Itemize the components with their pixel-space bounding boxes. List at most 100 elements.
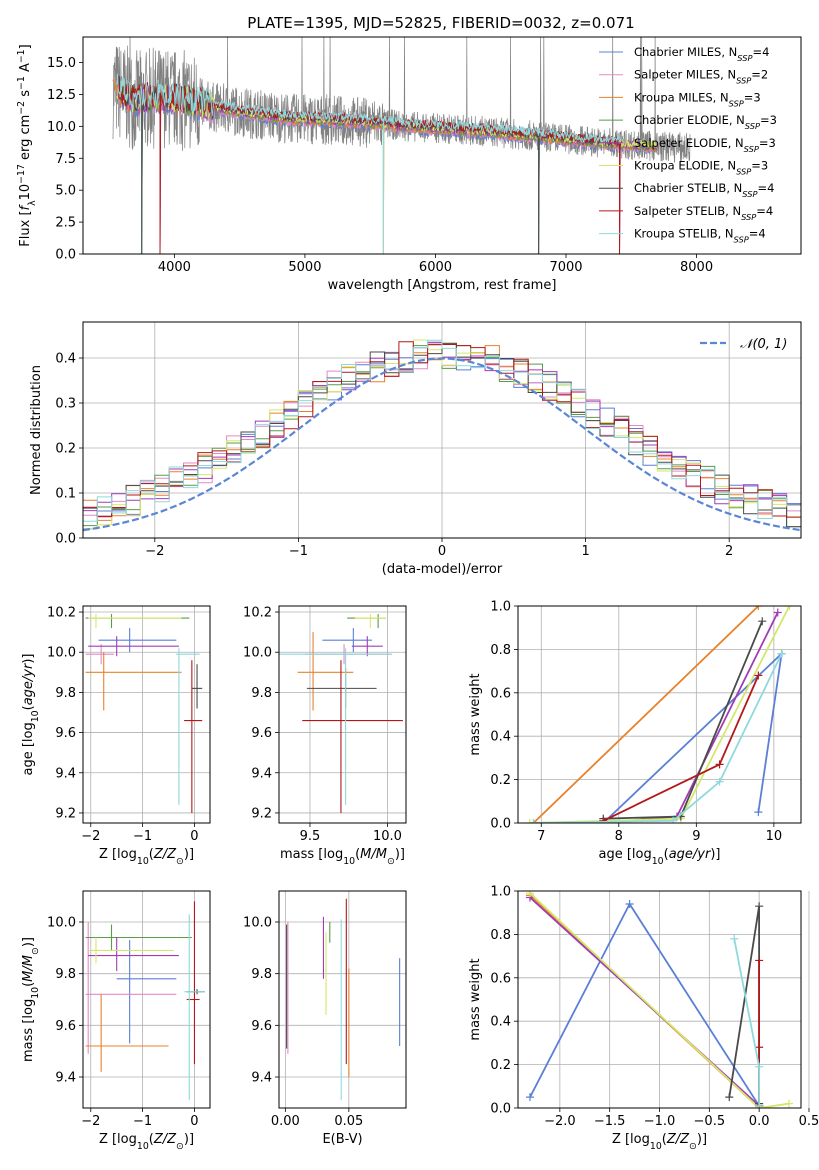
x-tick-label: 0.00 [271, 1114, 300, 1129]
y-tick-label: 0.6 [490, 971, 511, 986]
errorbar-point-1 [85, 644, 115, 665]
errorbar-point-4 [351, 636, 383, 657]
x-tick-label: 4000 [158, 260, 191, 275]
weight-marker [529, 819, 538, 823]
y-tick-label: 9.2 [55, 806, 76, 821]
weight-line-5 [599, 671, 763, 823]
errorbar-point-8 [279, 648, 393, 805]
legend-entry: Kroupa MILES, NSSP=3 [634, 90, 761, 108]
x-tick-label: 7000 [549, 260, 582, 275]
weight-marker [669, 816, 678, 823]
weight-marker [755, 902, 764, 911]
plot-area-spectrum [112, 37, 691, 254]
x-axis-label: mass [log10(M/M⊙)] [280, 847, 405, 867]
y-axis-label: mass weight [468, 958, 483, 1040]
weight-marker [730, 934, 739, 943]
x-tick-label: 8000 [680, 260, 713, 275]
y-tick-label: 0.0 [490, 817, 511, 832]
y-tick-label: 0.3 [55, 397, 76, 412]
y-tick-label: 10.0 [47, 646, 76, 661]
x-tick-label: 9 [692, 829, 700, 844]
y-tick-label: 7.5 [55, 152, 76, 167]
plot-area-residuals [83, 322, 801, 539]
weight-line-0 [529, 649, 786, 823]
axes-age-vs-Z: −2 −1 0 9.2 9.4 9.6 9.8 10.0 10.2 Z [log10(Z/Z⊙)]… [21, 605, 211, 867]
legend-entry: Chabrier MILES, NSSP=4 [634, 45, 769, 63]
y-axis-label: mass weight [468, 673, 483, 755]
y-axis-label: Normed distribution [29, 365, 44, 495]
weight-line-path [533, 653, 783, 823]
plot-area-age-vs-Z [83, 606, 210, 823]
weight-marker [715, 760, 724, 769]
axes-frame [517, 605, 802, 824]
errorbar-point-4 [88, 937, 179, 972]
marks-age-vs-Z [85, 614, 203, 813]
y-tick-label: 9.2 [251, 806, 272, 821]
weight-marker [625, 900, 634, 909]
weight-marker [758, 617, 767, 626]
y-tick-label: 2.5 [55, 216, 76, 231]
legend-entry: Chabrier STELIB, NSSP=4 [634, 181, 774, 199]
errorbar-point-7 [184, 660, 203, 813]
legend-entry: Salpeter ELODIE, NSSP=3 [634, 136, 776, 154]
x-axis-label: age [log10(age/yr)] [598, 847, 720, 867]
x-axis-label: Z [log10(Z/Z⊙)] [99, 847, 194, 867]
x-tick-label: −1.0 [644, 1114, 676, 1129]
x-tick-label: 0.5 [799, 1114, 819, 1129]
errorbar-point-2 [85, 652, 182, 711]
x-tick-label: −1 [289, 544, 308, 559]
axes-mass-vs-Z: −2 −1 0 9.4 9.6 9.8 10.0 Z [log10(Z/Z⊙)] mass [l… [21, 890, 211, 1152]
y-tick-label: 5.0 [55, 184, 76, 199]
plot-area-massweight-vs-age [518, 605, 801, 824]
axes-massweight-vs-Z: −2.0 −1.5 −1.0 −0.5 0.0 0.5 0.0 0.2 0.4 0.6 0.8 1.0… [468, 885, 819, 1152]
x-tick-label: 2 [725, 544, 733, 559]
marks-age-vs-mass [279, 614, 403, 813]
y-tick-label: 9.6 [251, 1019, 272, 1034]
weight-marker [525, 1093, 534, 1102]
weight-marker [754, 671, 763, 680]
model-fit-line-8 [116, 73, 622, 254]
y-axis-label: Flux [fλ10−17 erg cm−2 s−1 A−1] [16, 44, 38, 246]
y-tick-label: 0.4 [490, 730, 511, 745]
errorbar-point-0 [98, 628, 177, 653]
errorbar-point-3 [85, 924, 192, 951]
y-tick-label: 9.4 [251, 1071, 272, 1086]
errorbar-point-6 [306, 668, 377, 709]
errorbar-point-8 [184, 914, 205, 1101]
figure-title: PLATE=1395, MJD=52825, FIBERID=0032, z=0… [247, 14, 634, 32]
errorbar-point-2 [297, 632, 354, 711]
y-tick-label: 0.2 [490, 1058, 511, 1073]
errorbar-point-5 [354, 614, 386, 629]
marks-residuals [83, 339, 801, 532]
weight-marker [725, 1093, 734, 1102]
weight-line-6 [730, 934, 764, 1108]
y-tick-label: 9.8 [251, 686, 272, 701]
errorbar-point-4 [88, 636, 179, 657]
x-tick-label: 6000 [419, 260, 452, 275]
y-tick-label: 1.0 [490, 600, 511, 615]
x-tick-label: 8 [615, 829, 623, 844]
weight-marker [785, 1099, 794, 1108]
legend-entry: Salpeter STELIB, NSSP=4 [634, 204, 773, 222]
y-tick-label: 0.2 [55, 442, 76, 457]
weight-marker [755, 956, 764, 965]
x-tick-label: 1 [581, 544, 589, 559]
y-tick-label: 9.4 [55, 1071, 76, 1086]
y-tick-label: 10.2 [47, 606, 76, 621]
weight-marker [754, 808, 763, 817]
x-axis-label: wavelength [Angstrom, rest frame] [328, 278, 557, 293]
x-axis-label: (data-model)/error [382, 562, 503, 577]
x-tick-label: −2 [81, 1114, 100, 1129]
plot-area-mass-vs-EBV [279, 891, 406, 1108]
x-tick-label: 0 [190, 1114, 198, 1129]
y-tick-label: 0.4 [490, 1015, 511, 1030]
y-tick-label: 9.6 [251, 726, 272, 741]
weight-line-path [733, 938, 760, 1106]
errorbar-point-3 [347, 614, 386, 629]
y-tick-label: 10.0 [47, 916, 76, 931]
y-tick-label: 0.0 [55, 248, 76, 263]
y-tick-label: 9.6 [55, 1019, 76, 1034]
weight-line-6 [529, 649, 786, 823]
axes-massweight-vs-age: 7 8 9 10 0.0 0.2 0.4 0.6 0.8 1.0 age [log10(age/yr… [468, 600, 802, 867]
axes-spectrum: 4000 5000 6000 7000 8000 0.0 2.5 5.0 7.5 10.0 12.5… [16, 36, 802, 293]
